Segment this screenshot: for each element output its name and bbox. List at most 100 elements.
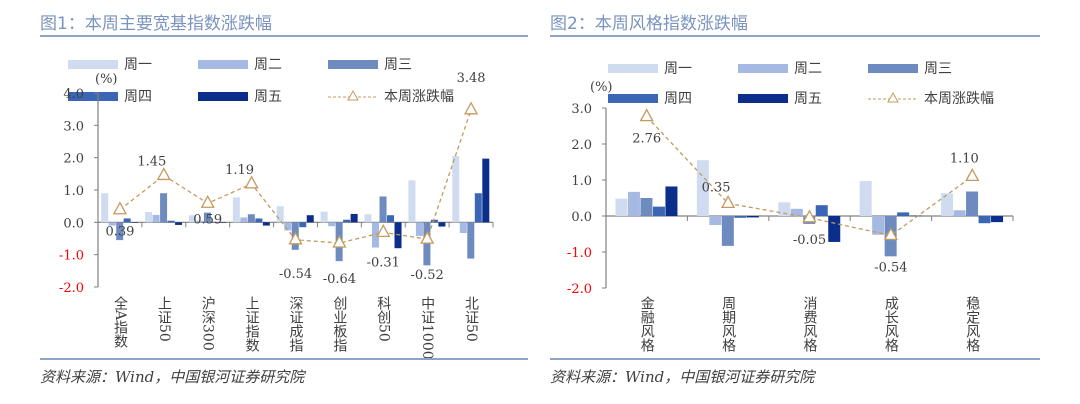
y-unit-label: (%) — [590, 80, 613, 95]
legend-mon: 周一 — [68, 54, 152, 74]
bar-fri — [262, 222, 270, 226]
bar-wed — [247, 214, 255, 223]
legend-swatch — [68, 59, 118, 69]
data-label: 1.45 — [137, 154, 166, 169]
total-marker — [200, 194, 215, 208]
legend-label: 本周涨跌幅 — [924, 91, 994, 107]
bar-thu — [978, 216, 991, 224]
total-marker — [639, 108, 654, 122]
bar-tue — [627, 191, 640, 216]
bar-tue — [872, 216, 885, 235]
legend-label: 周三 — [924, 61, 952, 77]
legend-swatch — [868, 63, 918, 73]
total-marker — [332, 234, 347, 248]
bar-tue — [790, 208, 803, 216]
legend-thu: 周四 — [608, 88, 692, 108]
total-line — [646, 116, 973, 237]
data-label: 1.10 — [950, 151, 979, 166]
bar-wed — [160, 193, 168, 223]
data-label: 2.76 — [632, 132, 661, 147]
bar-mon — [452, 156, 460, 223]
y-tick-label: -2.0 — [59, 281, 84, 296]
y-tick-label: -2.0 — [567, 282, 592, 297]
bar-thu — [815, 205, 828, 216]
legend-tue: 周二 — [198, 54, 282, 74]
legend-fri: 周五 — [198, 86, 282, 106]
bar-thu — [211, 222, 219, 223]
title-rule — [550, 35, 1040, 37]
y-tick-label: 3.0 — [63, 119, 84, 134]
total-marker — [288, 231, 303, 245]
bar-mon — [145, 211, 153, 223]
source-note: 资料来源：Wind，中国银河证券研究院 — [550, 368, 815, 386]
total-marker — [721, 195, 736, 209]
x-tick-label: 消费风格 — [801, 296, 818, 352]
legend-label: 周二 — [794, 61, 822, 77]
bar-fri — [306, 215, 314, 223]
y-tick-label: -1.0 — [567, 246, 592, 261]
bar-tue — [240, 217, 248, 223]
legend-wed: 周三 — [868, 58, 952, 78]
bar-thu — [430, 219, 438, 223]
bar-wed — [379, 196, 387, 223]
bar-thu — [652, 206, 665, 216]
bar-wed — [640, 198, 653, 216]
x-tick-label: 周期风格 — [720, 296, 737, 352]
bar-tue — [328, 222, 336, 227]
legend-total: 本周涨跌幅 — [328, 86, 454, 106]
bar-tue — [372, 222, 380, 248]
x-tick-label: 上证指数 — [243, 296, 260, 352]
total-marker — [156, 167, 171, 181]
bar-thu — [123, 218, 131, 223]
legend-swatch — [198, 91, 248, 101]
bar-fri — [438, 222, 446, 227]
total-marker — [463, 101, 479, 115]
bar-fri — [350, 213, 358, 223]
y-tick-label: 1.0 — [63, 184, 84, 199]
bar-thu — [734, 216, 747, 218]
bar-fri — [909, 215, 922, 217]
bar-thu — [299, 222, 307, 228]
bar-mon — [232, 197, 240, 223]
bar-fri — [131, 222, 139, 223]
legend-mon: 周一 — [608, 58, 692, 78]
data-label: -0.05 — [793, 233, 826, 248]
data-label: 1.19 — [225, 163, 254, 178]
x-tick-label: 金融风格 — [638, 296, 655, 352]
bar-mon — [276, 206, 284, 223]
bar-fri — [828, 216, 841, 242]
bar-tue — [108, 222, 116, 226]
chart-panel-1: 图1：本周主要宽基指数涨跌幅 周一 周二 周三 周四 周五 本周涨跌幅 (%) … — [40, 0, 528, 404]
legend-label: 周一 — [664, 61, 692, 77]
legend-label: 周五 — [254, 89, 282, 105]
total-marker — [376, 223, 391, 238]
data-label: -0.52 — [410, 268, 443, 283]
title-rule — [40, 35, 528, 37]
x-tick-label: 成长风格 — [882, 296, 899, 352]
data-label: -0.64 — [323, 272, 356, 287]
bar-tue — [196, 220, 204, 223]
y-tick-label: -1.0 — [59, 249, 84, 264]
total-marker — [883, 227, 898, 241]
x-tick-label: 沪深300 — [199, 296, 216, 351]
legend-swatch — [68, 91, 118, 101]
legend-label: 周三 — [384, 57, 412, 73]
bar-tue — [152, 214, 160, 223]
x-tick-label: 上证50 — [155, 296, 172, 342]
chart-title: 图1：本周主要宽基指数涨跌幅 — [40, 14, 272, 34]
bar-thu — [343, 219, 351, 223]
bar-thu — [255, 218, 263, 223]
bar-wed — [721, 216, 734, 246]
bar-tue — [953, 210, 966, 216]
legend-label: 周四 — [664, 91, 692, 107]
bar-tue — [459, 222, 467, 234]
legend-swatch — [738, 63, 788, 73]
data-label: 0.59 — [193, 212, 222, 227]
total-marker — [802, 209, 817, 223]
bar-wed — [116, 222, 124, 241]
x-tick-label: 全A指数 — [111, 296, 128, 349]
y-tick-label: 2.0 — [571, 138, 592, 153]
legend-total: 本周涨跌幅 — [868, 88, 994, 108]
bar-fri — [746, 216, 759, 218]
